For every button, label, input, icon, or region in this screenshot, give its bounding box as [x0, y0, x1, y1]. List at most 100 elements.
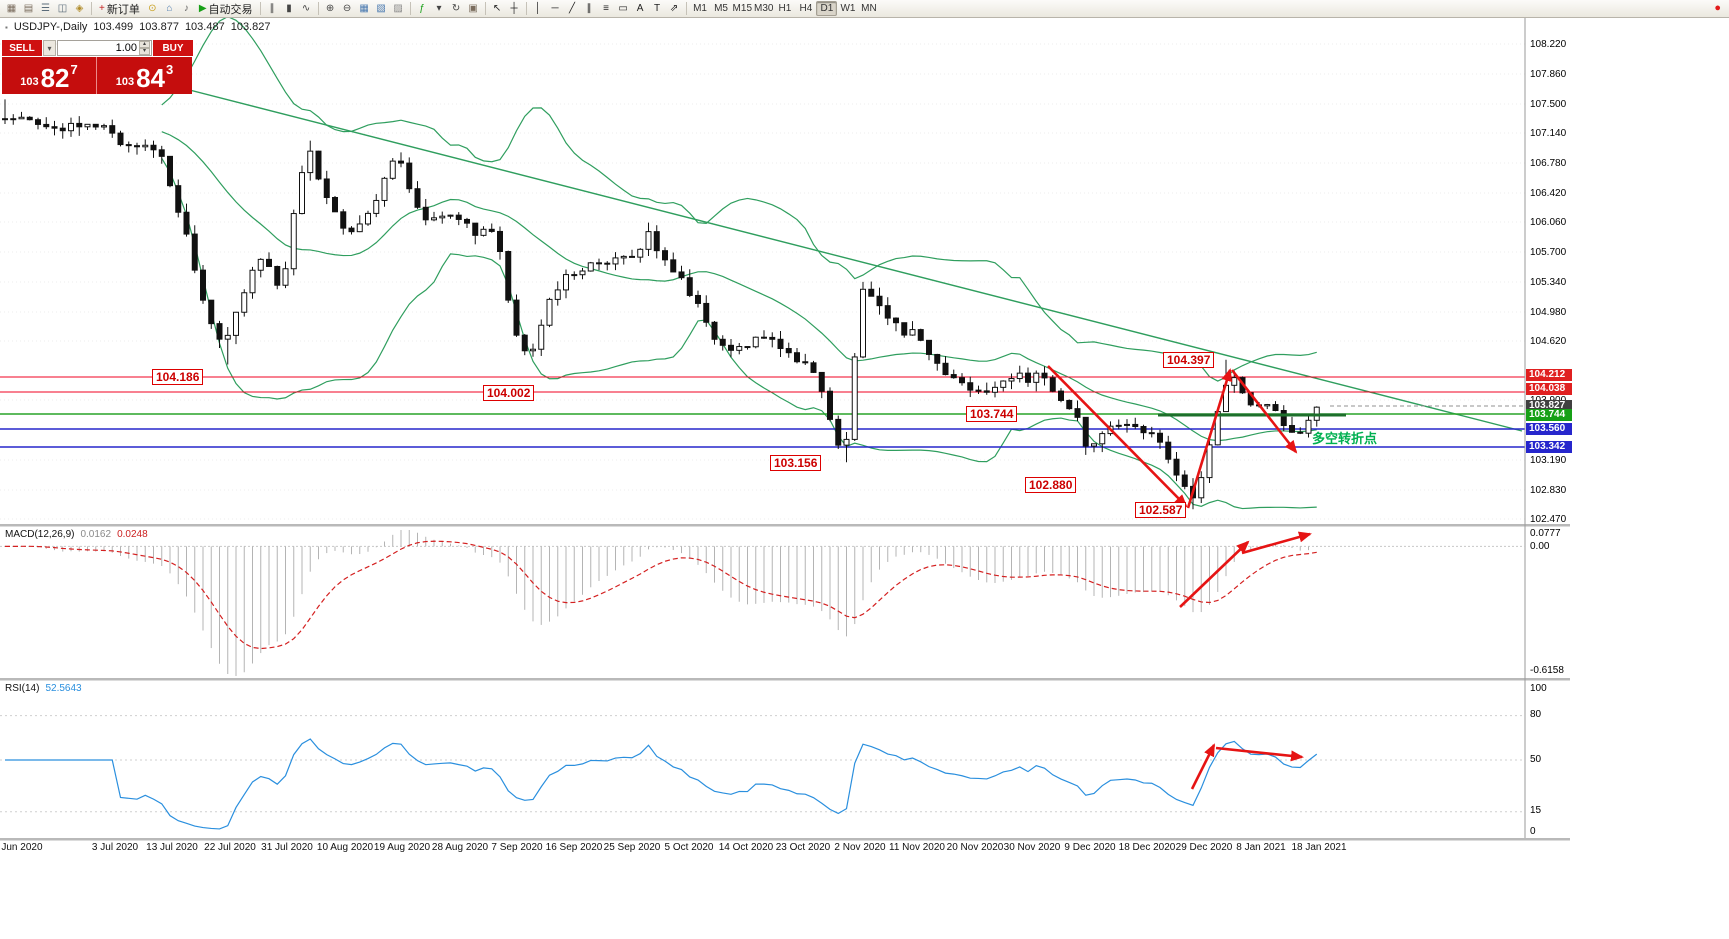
price-badge: 104.212 — [1526, 369, 1572, 381]
tf-mn-button[interactable]: MN — [861, 3, 877, 14]
symbol-header: ▪ USDJPY-,Daily 103.499 103.877 103.487 … — [5, 21, 270, 33]
support-icon[interactable]: ⌂ — [161, 1, 178, 16]
data-window-icon[interactable]: ◫ — [54, 1, 71, 16]
tf-m5-button[interactable]: M5 — [714, 3, 728, 14]
toolbar-separator — [91, 2, 92, 15]
templates-icon: ▣ — [468, 2, 478, 14]
time-axis-label: 5 Oct 2020 — [664, 842, 714, 853]
text-icon: A — [636, 2, 644, 14]
macd-indicator-label: MACD(12,26,9) 0.0162 0.0248 — [5, 529, 148, 540]
autotrade-button[interactable]: ▶ 自动交易 — [195, 1, 257, 16]
price-badge: 103.560 — [1526, 423, 1572, 435]
hline-icon[interactable]: ─ — [547, 1, 564, 16]
price-tick: 103.190 — [1530, 455, 1567, 466]
price-flag[interactable]: 102.587 — [1135, 502, 1187, 518]
time-axis-label: 3 Jul 2020 — [91, 842, 139, 853]
tf-w1-button[interactable]: W1 — [840, 3, 856, 14]
tf-m30-button[interactable]: M30 — [754, 3, 774, 14]
tf-m15-button[interactable]: M15 — [732, 3, 752, 14]
data-window-icon: ◫ — [57, 2, 68, 14]
line-chart-icon[interactable]: ∿ — [298, 1, 315, 16]
tf-h1-button[interactable]: H1 — [778, 3, 792, 14]
price-tick: 106.420 — [1530, 188, 1567, 199]
tf-h4-button[interactable]: H4 — [799, 3, 813, 14]
time-axis-label: 22 Jul 2020 — [204, 842, 256, 853]
channel-icon[interactable]: ∥ — [581, 1, 598, 16]
line-chart-icon: ∿ — [301, 2, 311, 14]
text-icon[interactable]: A — [632, 1, 649, 16]
zoom-out-icon: ⊖ — [342, 2, 352, 14]
deposit-icon[interactable]: ⊙ — [144, 1, 161, 16]
alerts-icon[interactable]: ♪ — [178, 1, 195, 16]
crosshair-icon[interactable]: ┼ — [506, 1, 523, 16]
templates-icon[interactable]: ▣ — [465, 1, 482, 16]
price-tick: 105.340 — [1530, 277, 1567, 288]
price-flag[interactable]: 102.880 — [1025, 477, 1077, 493]
toolbar-separator — [259, 2, 261, 15]
time-axis-label: 18 Jan 2021 — [1291, 842, 1347, 853]
fibonacci-icon[interactable]: ≡ — [598, 1, 615, 16]
price-tick: 102.830 — [1530, 485, 1567, 496]
turning-point-annotation: 多空转折点 — [1312, 431, 1378, 446]
new-chart-icon: ▦ — [6, 2, 17, 14]
caret-glyph: ▾ — [47, 43, 52, 53]
bid-pip: 7 — [70, 62, 78, 77]
time-axis-label: 23 Oct 2020 — [775, 842, 831, 853]
crosshair-icon: ┼ — [510, 2, 518, 14]
bid-price-button[interactable]: 103 82 7 — [2, 57, 97, 94]
trade-options-caret-icon[interactable]: ▾ — [43, 40, 56, 56]
indicator-list-icon[interactable]: ▾ — [431, 1, 448, 16]
tile-windows-icon[interactable]: ▦ — [356, 1, 373, 16]
price-up-arrow — [1186, 368, 1233, 509]
arrows-icon[interactable]: ⇗ — [666, 1, 683, 16]
volume-up-icon[interactable]: ▴ — [139, 41, 150, 48]
auto-arrange-icon: ▧ — [376, 2, 386, 14]
volume-input[interactable]: 1.00 ▴ ▾ — [57, 40, 152, 56]
buy-button[interactable]: BUY — [153, 40, 193, 56]
price-flag[interactable]: 103.156 — [770, 455, 822, 471]
rsi-axis-label: 100 — [1530, 683, 1547, 694]
price-flag[interactable]: 104.397 — [1163, 352, 1215, 368]
shapes-icon[interactable]: ▭ — [615, 1, 632, 16]
price-tick: 107.140 — [1530, 128, 1567, 139]
profiles-icon[interactable]: ▤ — [20, 1, 37, 16]
indicators-icon[interactable]: ƒ — [414, 1, 431, 16]
chart-shift-icon[interactable]: ▨ — [390, 1, 407, 16]
price-flag[interactable]: 103.744 — [966, 406, 1018, 422]
notification-icon[interactable]: ● — [1714, 2, 1721, 14]
new-order-button[interactable]: + 新订单 — [95, 1, 144, 16]
time-axis-label: 31 Jul 2020 — [261, 842, 313, 853]
tf-d1-button[interactable]: D1 — [816, 1, 838, 16]
price-flag[interactable]: 104.186 — [152, 369, 204, 385]
vline-icon: │ — [534, 2, 542, 14]
navigator-icon[interactable]: ◈ — [71, 1, 88, 16]
time-axis-label: 28 Aug 2020 — [431, 842, 489, 853]
autotrade-icon: ▶ — [198, 2, 207, 14]
price-tick: 104.980 — [1530, 307, 1567, 318]
one-click-trading-panel: SELL ▾ 1.00 ▴ ▾ BUY 103 82 7 103 84 3 — [2, 40, 193, 94]
macd-signal-value: 0.0248 — [117, 529, 148, 540]
tf-m1-button[interactable]: M1 — [693, 3, 707, 14]
zoom-in-icon[interactable]: ⊕ — [322, 1, 339, 16]
auto-arrange-icon[interactable]: ▧ — [373, 1, 390, 16]
new-order-icon: + — [99, 2, 105, 14]
price-tick: 107.500 — [1530, 99, 1567, 110]
volume-down-icon[interactable]: ▾ — [139, 48, 150, 55]
volume-stepper: ▴ ▾ — [139, 41, 150, 55]
navigator-icon: ◈ — [75, 2, 84, 14]
periods-icon[interactable]: ↻ — [448, 1, 465, 16]
vline-icon[interactable]: │ — [530, 1, 547, 16]
label-icon[interactable]: T — [649, 1, 666, 16]
candlestick-icon[interactable]: ▮ — [281, 1, 298, 16]
price-flag[interactable]: 104.002 — [483, 385, 535, 401]
ask-price-button[interactable]: 103 84 3 — [97, 57, 192, 94]
zoom-out-icon[interactable]: ⊖ — [339, 1, 356, 16]
channel-icon: ∥ — [586, 2, 592, 14]
new-chart-icon[interactable]: ▦ — [3, 1, 20, 16]
bar-chart-icon[interactable]: ∥ — [264, 1, 281, 16]
market-watch-icon[interactable]: ☰ — [37, 1, 54, 16]
chart-canvas[interactable] — [0, 18, 1570, 863]
trendline-icon[interactable]: ╱ — [564, 1, 581, 16]
sell-button[interactable]: SELL — [2, 40, 42, 56]
cursor-icon[interactable]: ↖ — [489, 1, 506, 16]
